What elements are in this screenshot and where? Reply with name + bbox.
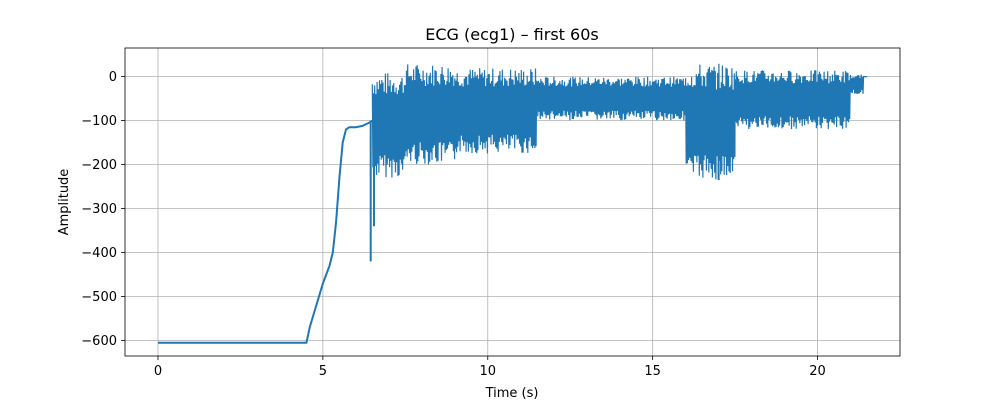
tick-layer: 0 5 10 15 20 0 −100 −200 −300 −400 −500 −600 [81, 70, 826, 379]
y-tick-label: −300 [81, 202, 117, 217]
ecg-line-baseline [158, 119, 373, 344]
x-tick-label: 0 [154, 364, 162, 379]
x-tick-label: 10 [479, 364, 496, 379]
x-axis-label: Time (s) [485, 386, 539, 400]
y-tick-label: −100 [81, 114, 117, 129]
chart-title: ECG (ecg1) – first 60s [425, 25, 598, 44]
x-tick-label: 5 [319, 364, 327, 379]
y-tick-label: 0 [109, 70, 117, 85]
x-tick-label: 20 [809, 364, 826, 379]
ecg-line-oscillation [371, 63, 867, 180]
y-tick-label: −200 [81, 158, 117, 173]
plot-frame [124, 47, 901, 357]
y-tick-label: −500 [81, 290, 117, 305]
y-tick-label: −400 [81, 246, 117, 261]
x-tick-label: 15 [644, 364, 661, 379]
data-layer [158, 63, 867, 344]
grid-layer [125, 48, 900, 356]
y-axis-label: Amplitude [57, 169, 72, 236]
y-tick-label: −600 [81, 334, 117, 349]
